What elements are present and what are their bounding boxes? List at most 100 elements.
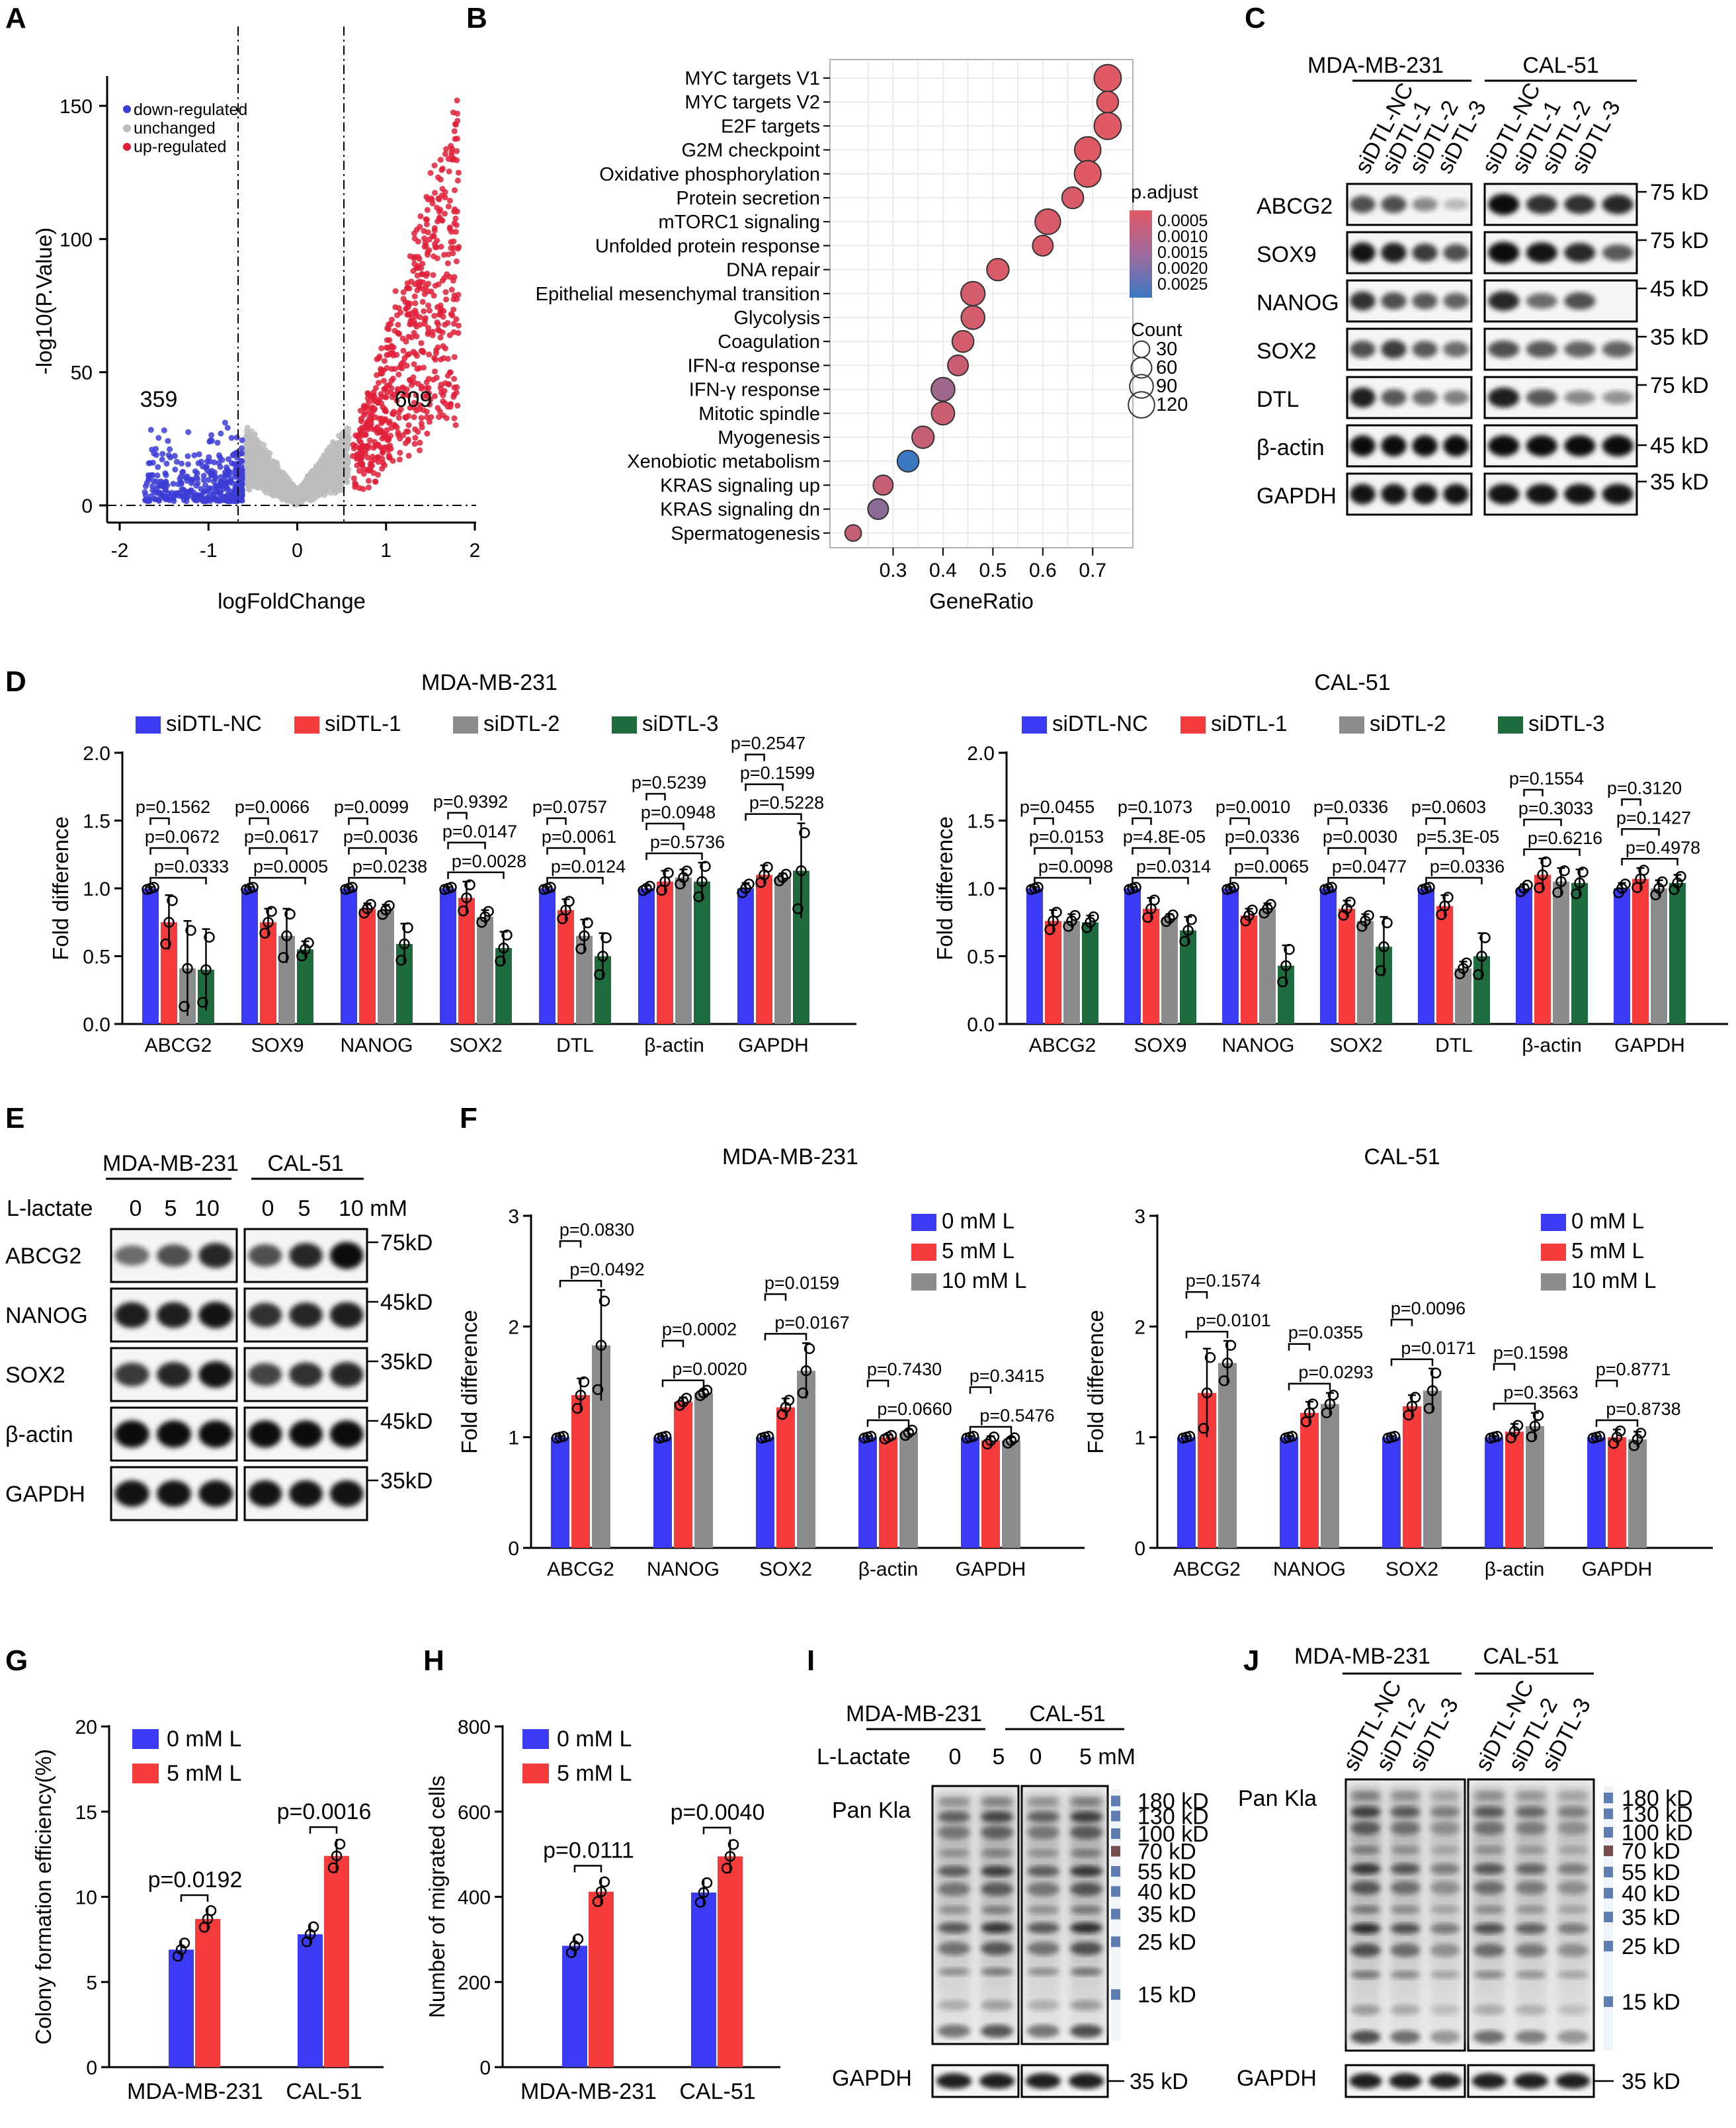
volcano-point [407,377,413,384]
dotplot-dot [844,524,862,542]
blot-i-gapdh-label: GAPDH [832,2066,912,2091]
panel-label-e: E [5,1102,24,1134]
significance-bracket [661,1379,705,1387]
blot-c-cal-band [1564,341,1596,358]
bar-chart-d-cal: CAL-51 0.0 0.5 1.0 1.5 2.0 Fold difference ABCG… [932,670,1728,1056]
p-value-label: p=0.1554 [1509,769,1584,788]
bar-siDTL-2 [774,877,791,1024]
volcano-point [200,498,206,505]
blot-j-ladder-label: 35 kD [1622,1905,1680,1930]
bar-5-mM-L [879,1437,897,1548]
blot-j-mda-band [1430,1943,1460,1957]
significance-bracket [1493,1363,1516,1371]
volcano-point [437,308,444,315]
volcano-point [329,439,336,445]
bar-10-mM-L [1423,1390,1442,1548]
blot-j-cal-band [1473,1905,1505,1914]
volcano-point [193,482,200,489]
dotplot-term-label: DNA repair [726,260,820,281]
p-value-label: p=0.0192 [148,1867,243,1893]
volcano-point [194,476,201,482]
blot-j-cal-band [1557,1881,1589,1894]
volcano-point [236,474,242,481]
blot-j-cal-band [1473,2030,1505,2044]
significance-bracket [1493,1402,1536,1410]
bar-0-mM-L [1382,1437,1401,1548]
volcano-point [372,427,378,433]
dotplot-x-tick-label: 0.6 [1029,560,1057,581]
blot-j-mda-band [1430,1905,1460,1914]
blot-j-ladder-label: 15 kD [1622,1990,1680,2015]
blot-j-mda-band [1350,1923,1381,1934]
bar-siDTL-1 [1632,878,1649,1024]
x-tick-label: SOX2 [1385,1558,1438,1580]
bar-siDTL-1 [1339,908,1355,1024]
volcano-point [395,331,402,337]
blot-c-protein-label: DTL [1257,387,1299,412]
p-value-label: p=0.0757 [532,797,607,817]
blot-j-mda-band [1390,1881,1421,1894]
volcano-point [207,491,214,497]
bar-5-mM-L [1608,1437,1626,1548]
volcano-point [177,489,183,496]
blot-c-size-label: 45 kD [1650,433,1709,458]
x-tick-label: GAPDH [956,1558,1026,1580]
x-tick-label: CAL-51 [286,2079,362,2104]
volcano-point [379,455,386,462]
volcano-point [267,480,273,486]
significance-bracket [645,852,703,861]
volcano-point [380,378,387,384]
volcano-point [417,439,423,446]
dotplot-dot [1073,159,1102,188]
volcano-point [416,365,423,371]
volcano-point [414,273,421,279]
volcano-point [392,366,398,372]
volcano-point [192,497,199,503]
volcano-point [212,476,219,482]
volcano-point [278,488,284,495]
blot-e-cal-band [289,1302,323,1328]
blot-e-mda-band [157,1302,191,1328]
significance-bracket [447,812,468,820]
volcano-point [411,441,418,447]
blot-i-cal-band [1026,1967,1060,1976]
volcano-point [450,329,457,335]
bar-0-mM-L [298,1934,323,2067]
x-tick-label: GAPDH [738,1035,809,1056]
western-blot-e: MDA-MB-231 CAL-51 L-lactate 0 5 10 0 5 10 mM … [5,1151,433,1521]
blot-e-mda-band [198,1242,233,1269]
volcano-point [438,389,444,396]
p-value-label: p=0.0336 [1313,797,1388,817]
volcano-point [394,312,400,319]
blot-c-cal-band [1488,387,1520,408]
p-value-label: p=0.0672 [145,827,220,847]
p-value-label: p=0.0455 [1020,797,1095,817]
volcano-point [376,397,382,403]
blot-i-group-1: MDA-MB-231 [846,1701,982,1726]
legend-swatch [294,716,319,734]
blot-i-mda-band [980,1849,1014,1857]
volcano-point [435,174,441,181]
p-value-label: p=0.3033 [1518,798,1593,818]
x-tick-label: NANOG [1273,1558,1346,1580]
dotplot-legend: p.adjust 0.00050.00100.00150.00200.0025 … [1128,182,1208,419]
volcano-point [419,298,426,305]
volcano-point [186,488,192,495]
dotplot-dot [960,280,986,306]
volcano-point [411,329,417,336]
volcano-point [170,480,177,487]
dotplot-dot [1073,136,1102,164]
volcano-point [192,468,198,474]
volcano-point [431,292,437,299]
legend-swatch [136,716,161,734]
bar-5-mM-L [718,1856,743,2067]
volcano-point [228,435,235,441]
significance-bracket [249,847,288,855]
volcano-point [423,216,430,223]
y-axis-label: Colony formation efficiency(%) [31,1749,56,2045]
bar-10-mM-L [1628,1439,1647,1548]
significance-bracket [1132,876,1189,884]
bar-siDTL-2 [1357,921,1374,1024]
